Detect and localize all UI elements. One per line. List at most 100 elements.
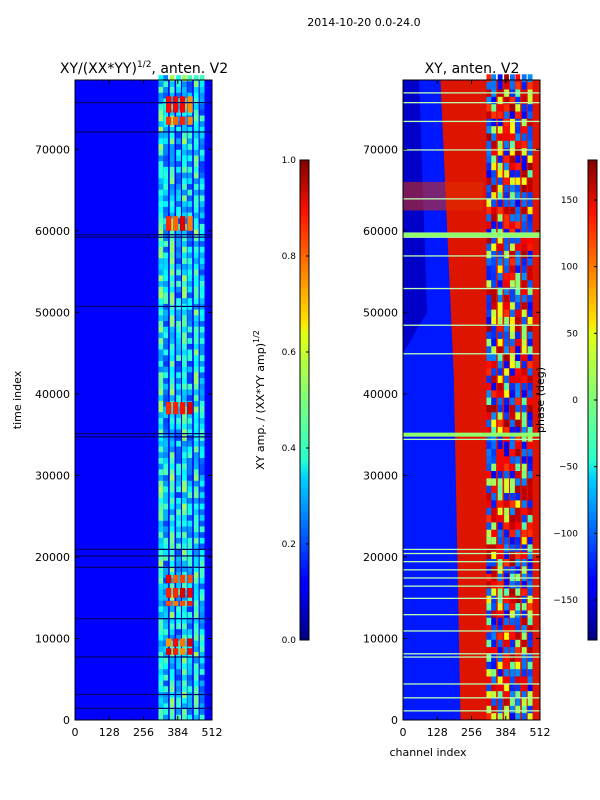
- phase-cell: [527, 125, 533, 134]
- phase-cell: [486, 74, 492, 83]
- phase-cell: [510, 375, 515, 383]
- phase-cell: [527, 103, 533, 112]
- amplitude-cell: [163, 651, 169, 658]
- amplitude-cell: [169, 702, 175, 710]
- amplitude-cell: [163, 92, 169, 99]
- phase-cell: [521, 250, 527, 259]
- amplitude-cell: [169, 137, 175, 145]
- phase-cell: [521, 331, 527, 339]
- phase-cell: [491, 81, 497, 90]
- phase-cell: [504, 705, 509, 714]
- amplitude-cell: [193, 674, 199, 681]
- phase-cell: [491, 433, 497, 442]
- amplitude-cell: [199, 497, 205, 504]
- phase-cell: [510, 360, 515, 369]
- amplitude-cell: [158, 588, 164, 595]
- phase-cell: [491, 235, 497, 244]
- phase-cell: [486, 617, 492, 626]
- phase-cell: [527, 323, 533, 332]
- phase-cell: [521, 147, 527, 156]
- amplitude-cell: [193, 548, 199, 555]
- amplitude-cell: [187, 149, 193, 156]
- phase-cell: [486, 580, 492, 589]
- amplitude-cell: [158, 314, 164, 322]
- amplitude-cell: [199, 657, 205, 664]
- amplitude-cell: [163, 246, 169, 253]
- amplitude-cell: [199, 394, 205, 401]
- amplitude-cell: [199, 514, 205, 521]
- amplitude-cell: [158, 680, 164, 687]
- amplitude-cell: [158, 360, 164, 367]
- amplitude-cell: [169, 166, 175, 173]
- amplitude-cell: [193, 349, 199, 356]
- amplitude-cell: [193, 377, 199, 384]
- phase-cell: [521, 624, 527, 633]
- phase-cell: [491, 455, 497, 464]
- phase-cell: [491, 265, 497, 273]
- phase-cell: [527, 367, 533, 376]
- amplitude-cell: [182, 257, 187, 264]
- phase-cell: [510, 712, 515, 721]
- phase-cell: [497, 353, 503, 361]
- amplitude-hot-cell: [172, 402, 179, 415]
- amplitude-cell: [163, 217, 169, 224]
- phase-flag-line: [403, 683, 540, 685]
- phase-flag-line: [403, 577, 540, 579]
- amplitude-cell: [176, 314, 181, 322]
- phase-cell: [491, 675, 497, 684]
- amplitude-cell: [163, 349, 169, 356]
- amplitude-cell: [163, 434, 169, 441]
- amplitude-cell: [169, 172, 175, 179]
- amplitude-cell: [199, 149, 205, 156]
- amplitude-cell: [169, 463, 175, 470]
- amplitude-cell: [182, 668, 187, 675]
- amplitude-cell: [182, 497, 187, 504]
- amplitude-hot-cell: [165, 402, 172, 415]
- amplitude-cell: [187, 428, 193, 436]
- phase-cell: [510, 191, 515, 200]
- phase-cell: [504, 309, 509, 317]
- amplitude-cell: [199, 309, 205, 316]
- amplitude-cell: [176, 252, 181, 259]
- phase-cell: [527, 507, 533, 516]
- phase-cell: [491, 301, 497, 310]
- amplitude-cell: [187, 657, 193, 664]
- amplitude-cell: [187, 331, 193, 339]
- amplitude-cell: [163, 172, 169, 179]
- phase-cell: [504, 653, 509, 662]
- amplitude-cell: [193, 291, 199, 299]
- amplitude-cell: [182, 331, 187, 339]
- amplitude-cell: [163, 257, 169, 264]
- phase-cell: [515, 477, 521, 486]
- amplitude-cell: [182, 200, 187, 207]
- amplitude-cell: [169, 155, 175, 162]
- amplitude-cell: [187, 86, 193, 93]
- amplitude-cell: [199, 189, 205, 196]
- amplitude-cell: [176, 280, 181, 287]
- amplitude-x-ticks: 0 128 256 384 512: [72, 80, 223, 739]
- phase-cell: [504, 382, 509, 391]
- amplitude-cell: [158, 697, 164, 704]
- phase-cell: [515, 499, 521, 508]
- amplitude-cell: [163, 360, 169, 367]
- phase-cell: [497, 411, 503, 420]
- amplitude-cell: [169, 617, 175, 624]
- amplitude-cell: [193, 132, 199, 139]
- amplitude-cell: [158, 617, 164, 624]
- phase-cell: [497, 110, 503, 119]
- phase-cell: [515, 206, 521, 215]
- phase-cell: [515, 529, 521, 538]
- amplitude-cell: [193, 394, 199, 401]
- phase-cell: [486, 499, 492, 508]
- amplitude-cell: [158, 172, 164, 179]
- amplitude-cell: [169, 297, 175, 304]
- phase-cell: [510, 221, 515, 229]
- phase-cell: [521, 353, 527, 361]
- phase-cell: [510, 617, 515, 626]
- phase-cell: [515, 74, 521, 83]
- phase-cell: [527, 199, 533, 207]
- phase-cell: [521, 463, 527, 472]
- amplitude-cell: [199, 685, 205, 692]
- phase-cell: [497, 294, 503, 303]
